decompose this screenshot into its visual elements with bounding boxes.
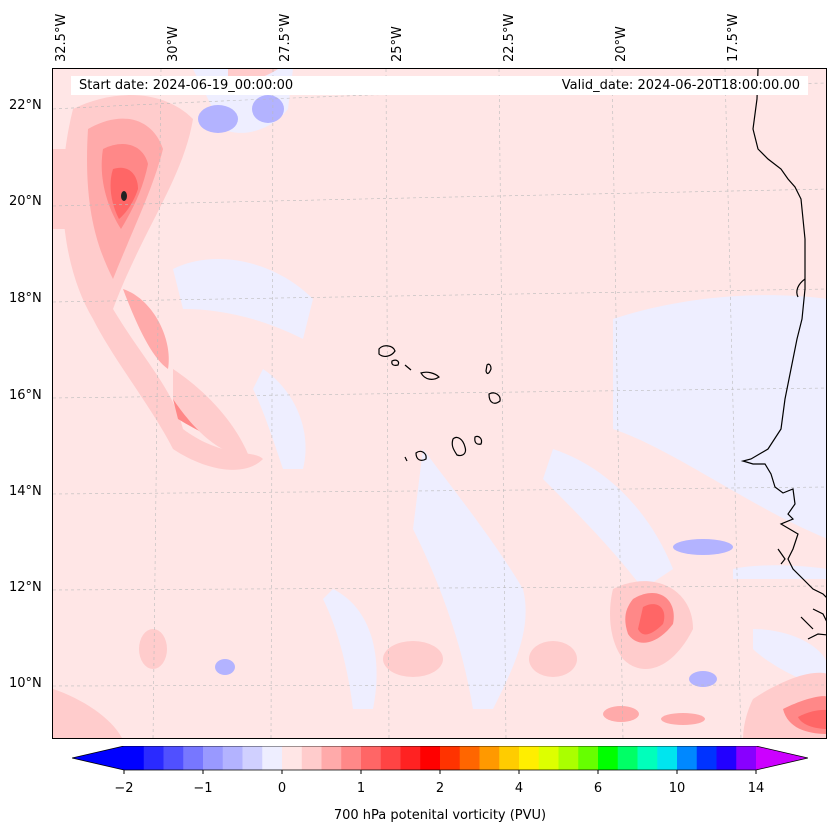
positive-pv-filaments: [53, 69, 826, 738]
colorbar-segment: [203, 746, 224, 770]
colorbar-segment: [696, 746, 717, 770]
colorbar-tick-label: 4: [514, 781, 524, 796]
colorbar-tick-label: 2: [435, 781, 445, 796]
colorbar-segment: [400, 746, 421, 770]
latitude-label: 22°N: [9, 98, 42, 113]
colorbar-label: 700 hPa potenital vorticity (PVU): [333, 808, 547, 823]
longitude-label: 17.5°W: [726, 13, 741, 62]
date-banner: Start date: 2024-06-19_00:00:00 Valid_da…: [71, 76, 808, 95]
colorbar-segment: [420, 746, 441, 770]
colorbar-segment: [301, 746, 322, 770]
colorbar-over-triangle: [756, 746, 808, 770]
colorbar-under-triangle: [72, 746, 124, 770]
longitude-label: 25°W: [390, 26, 405, 62]
colorbar-segment: [321, 746, 342, 770]
longitude-label: 30°W: [166, 26, 181, 62]
coastlines: [378, 69, 826, 640]
colorbar-segment: [361, 746, 382, 770]
colorbar-segment: [677, 746, 698, 770]
colorbar-segment: [143, 746, 164, 770]
longitude-label: 20°W: [614, 26, 629, 62]
latitude-label: 18°N: [9, 291, 42, 306]
colorbar-segment: [222, 746, 243, 770]
colorbar-segment: [163, 746, 184, 770]
colorbar-segment: [617, 746, 638, 770]
colorbar-segment: [657, 746, 678, 770]
colorbar-tick-label: 14: [747, 781, 765, 796]
colorbar-segment: [538, 746, 559, 770]
latitude-label: 20°N: [9, 194, 42, 209]
colorbar-tick-label: 1: [356, 781, 366, 796]
latitude-label: 10°N: [9, 676, 42, 691]
latitude-label: 14°N: [9, 484, 42, 499]
stronger-negative-pv-blobs: [67, 95, 733, 687]
colorbar-segment: [183, 746, 204, 770]
colorbar-segment: [479, 746, 500, 770]
colorbar-segment: [637, 746, 658, 770]
colorbar-segment: [716, 746, 737, 770]
colorbar: [72, 746, 808, 774]
latitude-label: 16°N: [9, 388, 42, 403]
colorbar-segment: [282, 746, 303, 770]
longitude-label: 27.5°W: [278, 13, 293, 62]
colorbar-segment: [736, 746, 757, 770]
colorbar-tick-label: 6: [593, 781, 603, 796]
colorbar-segment: [380, 746, 401, 770]
colorbar-segment: [242, 746, 263, 770]
graticule: [53, 69, 826, 738]
map-panel: [52, 68, 827, 739]
longitude-label: 32.5°W: [54, 13, 69, 62]
start-date-label: Start date: 2024-06-19_00:00:00: [79, 78, 294, 93]
colorbar-segment: [262, 746, 283, 770]
colorbar-segment: [440, 746, 461, 770]
colorbar-segment: [519, 746, 540, 770]
colorbar-segment: [598, 746, 619, 770]
colorbar-tick-label: −2: [114, 781, 134, 796]
colorbar-segment: [124, 746, 145, 770]
colorbar-segment: [499, 746, 520, 770]
colorbar-tick-label: −1: [193, 781, 213, 796]
valid-date-label: Valid_date: 2024-06-20T18:00:00.00: [561, 78, 800, 93]
colorbar-segment: [578, 746, 599, 770]
colorbar-segment: [341, 746, 362, 770]
pv-field-map: [53, 69, 826, 738]
colorbar-segment: [558, 746, 579, 770]
colorbar-segment: [459, 746, 480, 770]
colorbar-tick-label: 10: [668, 781, 686, 796]
latitude-label: 12°N: [9, 580, 42, 595]
colorbar-tick-label: 0: [277, 781, 287, 796]
longitude-label: 22.5°W: [502, 13, 517, 62]
